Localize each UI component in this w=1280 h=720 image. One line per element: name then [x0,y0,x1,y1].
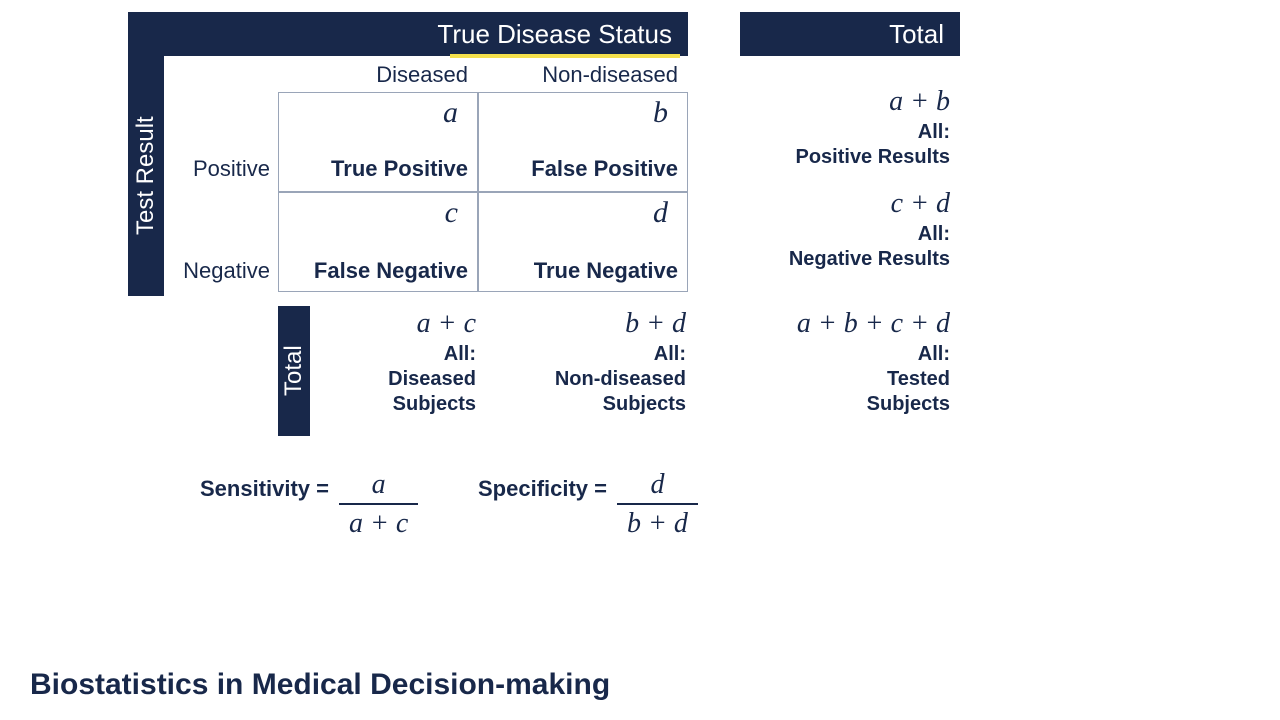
header-true-disease-status-text: True Disease Status [437,19,672,50]
grand-total-line1: All: [740,342,950,367]
col-label-diseased: Diseased [278,62,468,88]
cell-a-symbol: a [278,96,458,130]
header-underline [450,54,680,58]
row-total-1-line2: Positive Results [740,145,950,170]
col-label-non-diseased: Non-diseased [478,62,678,88]
row-total-2-formula: c + d [740,190,950,218]
header-true-disease-status: True Disease Status [128,12,688,56]
sensitivity-formula: Sensitivity = a a + c [200,470,418,540]
row-total-2-line2: Negative Results [740,247,950,272]
specificity-fraction: d b + d [617,470,698,540]
specificity-formula: Specificity = d b + d [478,470,698,540]
col-total-1: a + c All: Diseased Subjects [318,310,476,417]
row-total-2: c + d All: Negative Results [740,190,950,272]
specificity-denominator: b + d [617,509,698,540]
row-label-positive: Positive [170,156,270,182]
cell-d-symbol: d [478,196,668,230]
sensitivity-label: Sensitivity = [200,470,329,502]
sensitivity-numerator: a [362,470,396,501]
sensitivity-denominator: a + c [339,509,418,540]
cell-d-name: True Negative [478,258,678,284]
cell-a-name: True Positive [278,156,468,182]
specificity-numerator: d [640,470,674,501]
col-total-1-line2: Diseased [318,367,476,392]
col-total-2-line3: Subjects [488,392,686,417]
header-test-result: Test Result [128,56,164,296]
header-total: Total [740,12,960,56]
header-test-result-text: Test Result [132,117,160,236]
grand-total-line3: Subjects [740,392,950,417]
cell-b-symbol: b [478,96,668,130]
row-total-2-line1: All: [740,222,950,247]
grand-total: a + b + c + d All: Tested Subjects [740,310,950,417]
header-total-vertical: Total [278,306,310,436]
diagram-canvas: { "colors": { "navy": "#18284a", "highli… [0,0,1280,720]
header-total-vertical-text: Total [280,346,308,397]
fraction-bar-icon [617,503,698,505]
row-label-negative: Negative [170,258,270,284]
footer-title: Biostatistics in Medical Decision-making [30,668,610,702]
cell-b-name: False Positive [478,156,678,182]
cell-c-symbol: c [278,196,458,230]
grand-total-line2: Tested [740,367,950,392]
specificity-label: Specificity = [478,470,607,502]
col-total-2-line2: Non-diseased [488,367,686,392]
col-total-1-formula: a + c [318,310,476,338]
grand-total-formula: a + b + c + d [740,310,950,338]
col-total-2: b + d All: Non-diseased Subjects [488,310,686,417]
col-total-1-line3: Subjects [318,392,476,417]
cell-c-name: False Negative [278,258,468,284]
row-total-1-formula: a + b [740,88,950,116]
col-total-2-line1: All: [488,342,686,367]
col-total-2-formula: b + d [488,310,686,338]
sensitivity-fraction: a a + c [339,470,418,540]
row-total-1-line1: All: [740,120,950,145]
row-total-1: a + b All: Positive Results [740,88,950,170]
header-total-text: Total [889,19,944,50]
fraction-bar-icon [339,503,418,505]
col-total-1-line1: All: [318,342,476,367]
